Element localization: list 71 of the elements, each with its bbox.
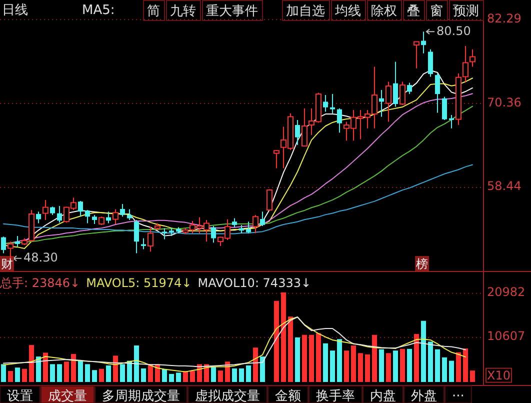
candlestick xyxy=(336,108,342,134)
candlestick xyxy=(385,81,392,122)
annotation: 日线 xyxy=(2,3,28,18)
annotation: 窗 xyxy=(430,3,443,19)
text: 成交量 xyxy=(48,388,87,403)
annotation: 简 xyxy=(147,4,160,19)
candlestick xyxy=(92,214,98,224)
candlestick xyxy=(162,228,168,240)
candlestick xyxy=(42,199,49,220)
candlestick xyxy=(420,31,426,54)
candlestick xyxy=(126,208,132,220)
candlestick xyxy=(434,72,440,114)
text: 虚拟成交量 xyxy=(195,388,260,403)
text: 外盘 xyxy=(411,389,437,403)
annotation: 均线 xyxy=(334,4,361,19)
candlestick xyxy=(413,41,420,69)
candlestick xyxy=(252,214,259,234)
text: 设置 xyxy=(7,389,33,403)
annotation: MA5: xyxy=(82,3,115,18)
candlestick xyxy=(273,150,280,169)
text: 金额 xyxy=(275,389,301,403)
text: ··· xyxy=(452,389,464,403)
candlestick xyxy=(246,221,252,234)
candlestick xyxy=(330,94,336,114)
annotation: 榜 xyxy=(416,257,428,271)
candlestick xyxy=(301,108,308,146)
candlestick xyxy=(469,48,476,68)
candlestick xyxy=(406,82,412,95)
candlestick xyxy=(399,81,406,106)
text: 多周期成交量 xyxy=(102,388,180,403)
annotation: 加自选 xyxy=(286,4,325,19)
y-tick-label: 70.36 xyxy=(487,95,522,110)
annotation: MAVOL5: 51974↓ xyxy=(86,276,192,290)
candlestick xyxy=(106,211,112,224)
annotation: 总手: 23846↓ xyxy=(0,276,80,290)
annotation: 重大事件 xyxy=(206,4,258,19)
annotation: 除权 xyxy=(371,4,397,19)
text: 内盘 xyxy=(370,389,396,403)
candlestick xyxy=(392,61,398,108)
y-tick-label: 20982 xyxy=(487,285,526,300)
candlestick xyxy=(14,235,20,248)
y-tick-label: 82.29 xyxy=(487,11,522,26)
candlestick xyxy=(260,211,266,226)
candlestick xyxy=(120,203,126,218)
candlestick xyxy=(428,48,434,78)
y-tick-label: X10 xyxy=(487,368,510,382)
y-tick-label: 58.44 xyxy=(487,179,522,194)
y-tick-label: 10607 xyxy=(487,329,526,344)
candlestick xyxy=(56,205,62,224)
candlestick xyxy=(7,241,14,259)
candlestick xyxy=(78,200,84,218)
annotation: 预测 xyxy=(453,4,479,19)
candlestick xyxy=(0,236,6,254)
annotation: 叠 xyxy=(407,4,420,19)
annotation: MAVOL10: 74333↓ xyxy=(198,276,312,290)
annotation: 九转 xyxy=(170,4,196,19)
annotation: 48.30 xyxy=(24,250,58,265)
candlestick xyxy=(442,96,448,121)
annotation: 财 xyxy=(1,257,13,271)
candlestick xyxy=(322,94,328,112)
text: 换手率 xyxy=(316,388,355,403)
candlestick xyxy=(210,225,216,244)
candlestick xyxy=(294,120,300,146)
candlestick xyxy=(462,46,469,82)
candlestick xyxy=(232,218,238,228)
candlestick xyxy=(36,211,42,224)
candlestick xyxy=(147,226,154,252)
candlestick xyxy=(84,209,90,224)
candlestick xyxy=(134,219,140,254)
candlestick xyxy=(112,208,119,224)
annotation: 80.50 xyxy=(436,24,471,38)
